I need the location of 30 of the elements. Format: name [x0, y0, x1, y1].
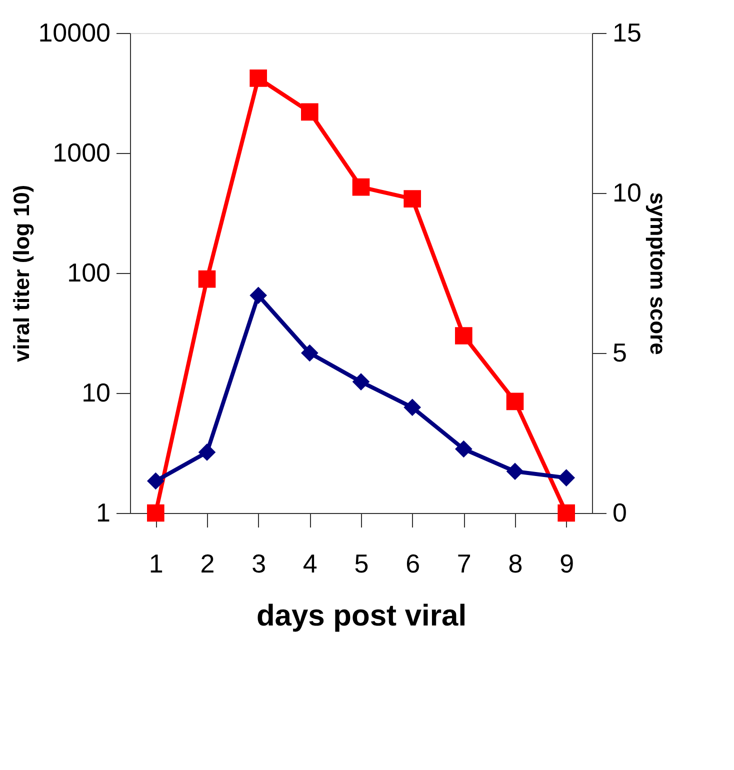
y2-tick-label: 5 [612, 338, 627, 368]
y2-tick-label: 15 [612, 18, 642, 48]
x-axis-title: days post viral [256, 600, 467, 632]
y2-tick-label: 10 [612, 178, 642, 208]
point [147, 504, 164, 522]
x-tick-label: 2 [200, 548, 215, 578]
point [506, 392, 524, 410]
y-tick-label: 1 [96, 498, 110, 528]
point [455, 327, 472, 344]
y-tick-label: 10 [82, 378, 110, 408]
x-tick-label: 8 [508, 548, 523, 578]
point [558, 504, 575, 522]
x-tick-label: 1 [148, 548, 164, 578]
x-tick-label: 9 [560, 548, 574, 578]
point [250, 70, 267, 87]
y2-axis-title: symptom score [645, 192, 670, 355]
point [301, 103, 318, 121]
x-tick-label: 3 [252, 548, 266, 578]
point [198, 270, 216, 288]
y2-tick-label: 0 [612, 498, 627, 528]
point [352, 178, 370, 196]
point [404, 190, 421, 208]
x-tick-label: 4 [302, 548, 318, 578]
y-tick-label: 100 [67, 258, 110, 288]
y-tick-label: 1000 [52, 138, 110, 168]
x-tick-label: 7 [456, 548, 472, 578]
y-axis-title: viral titer (log 10) [9, 184, 34, 362]
x-tick-label: 6 [406, 548, 420, 578]
y-tick-label: 10000 [38, 18, 110, 48]
x-tick-label: 5 [354, 548, 369, 578]
